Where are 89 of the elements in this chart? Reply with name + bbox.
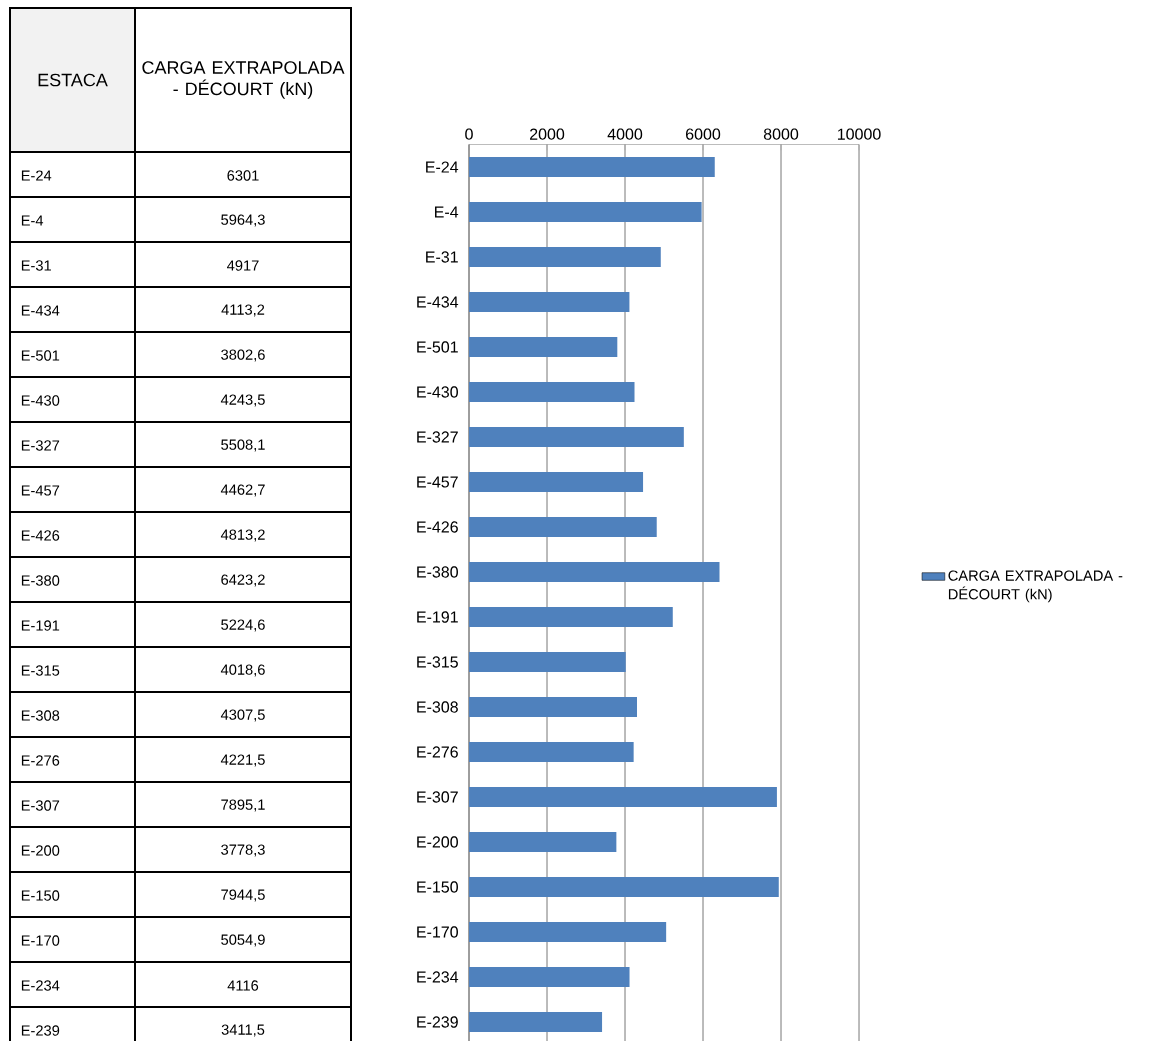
text: 4018,6 (220, 664, 265, 677)
y-tick-label: E-426 (417, 521, 458, 533)
y-tick-label: E-307 (417, 791, 458, 803)
x-tick-label: 4000 (607, 128, 643, 140)
bar (469, 652, 626, 673)
bar (469, 517, 657, 538)
bar (469, 157, 715, 178)
y-tick-label: E-150 (417, 881, 458, 893)
bar (469, 877, 779, 898)
legend-label: CARGA EXTRAPOLADA - DÉCOURT (kN) (948, 570, 1123, 603)
category-label: E-239 (21, 1025, 60, 1036)
category-label: E-308 (21, 710, 60, 721)
bar (469, 967, 630, 988)
bar (469, 922, 667, 943)
text: 4813,2 (220, 529, 265, 542)
y-tick-label: E-31 (426, 251, 458, 263)
category-label: E-200 (21, 845, 60, 856)
y-tick-label: E-380 (417, 566, 458, 578)
text: 6423,2 (221, 574, 265, 587)
text: 4462,7 (220, 484, 265, 497)
y-tick-label: E-24 (426, 161, 459, 173)
category-label: E-327 (21, 440, 60, 451)
y-tick-label: E-430 (417, 386, 458, 398)
bar (469, 1012, 603, 1033)
text: 5224,6 (221, 619, 265, 632)
y-tick-label: E-501 (417, 341, 458, 353)
category-label: E-170 (21, 935, 60, 946)
text: 6301 (227, 170, 259, 181)
text: 4243,5 (220, 394, 265, 407)
bar (469, 742, 634, 763)
category-label: E-380 (21, 575, 60, 586)
bar (469, 247, 661, 268)
category-label: E-430 (21, 395, 60, 406)
text: CARGA EXTRAPOLADA - DÉCOURT (kN) (142, 61, 345, 99)
bar (469, 382, 635, 403)
y-tick-label: E-200 (417, 836, 458, 848)
bar (469, 292, 630, 313)
category-label: E-31 (21, 260, 51, 271)
bar (469, 562, 720, 583)
text: 4221,5 (220, 754, 265, 767)
x-tick-label: 8000 (763, 128, 799, 140)
category-label: E-234 (21, 980, 60, 991)
y-tick-label: E-315 (417, 656, 458, 668)
category-label: E-276 (21, 755, 60, 766)
bar (469, 787, 777, 808)
bar (469, 337, 618, 358)
y-tick-label: E-170 (417, 926, 458, 938)
bar (469, 427, 684, 448)
y-tick-label: E-434 (417, 296, 459, 308)
bar (469, 832, 617, 853)
y-tick-label: E-457 (417, 476, 458, 488)
text: 3802,6 (221, 349, 265, 362)
bar (469, 472, 644, 493)
text: 5054,9 (221, 934, 265, 947)
text: ESTACA (38, 73, 108, 87)
text: 3411,5 (221, 1024, 265, 1037)
x-tick-label: 2000 (530, 128, 565, 140)
text: 5964,3 (221, 214, 265, 227)
category-label: E-24 (21, 170, 52, 181)
category-label: E-501 (21, 350, 60, 361)
text: 4917 (227, 260, 259, 271)
text: 4116 (227, 980, 259, 991)
bar (469, 202, 702, 223)
bar (469, 607, 673, 628)
category-label: E-150 (21, 890, 60, 901)
text: 7944,5 (221, 889, 265, 902)
text: 7895,1 (221, 799, 265, 812)
y-tick-label: E-234 (417, 971, 459, 983)
text: 3778,3 (221, 844, 265, 857)
y-tick-label: E-239 (417, 1016, 458, 1028)
category-label: E-191 (21, 620, 60, 631)
category-label: E-4 (21, 215, 44, 226)
text: 4307,5 (220, 709, 265, 722)
x-tick-label: 6000 (686, 128, 721, 140)
bar (469, 697, 637, 718)
text: 4113,2 (221, 304, 265, 317)
text: 5508,1 (221, 439, 265, 452)
x-tick-label: 0 (465, 128, 473, 140)
y-tick-label: E-327 (417, 431, 458, 443)
y-tick-label: E-191 (417, 611, 458, 623)
y-tick-label: E-276 (417, 746, 458, 758)
x-tick-label: 10000 (837, 128, 881, 140)
category-label: E-315 (21, 665, 60, 676)
y-tick-label: E-308 (417, 701, 458, 713)
category-label: E-307 (21, 800, 60, 811)
category-label: E-457 (21, 485, 60, 496)
y-tick-label: E-4 (435, 206, 459, 218)
category-label: E-434 (21, 305, 60, 316)
category-label: E-426 (21, 530, 60, 541)
